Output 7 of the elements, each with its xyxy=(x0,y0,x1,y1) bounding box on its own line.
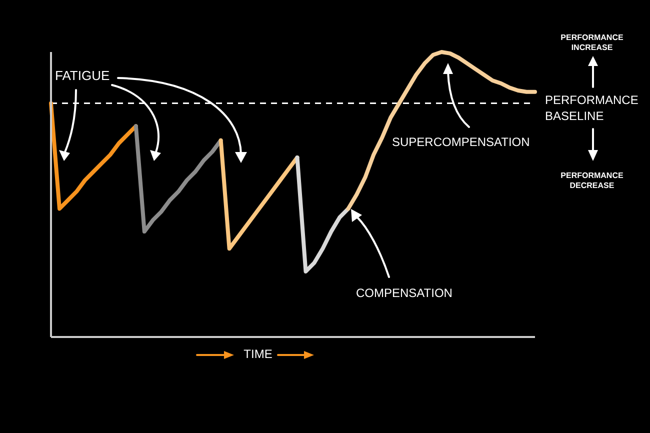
annotation: COMPENSATION xyxy=(356,286,454,300)
text: PERFORMANCE INCREASE xyxy=(560,33,624,53)
annotation: FATIGUE xyxy=(55,68,111,83)
ref-line-label: PERFORMANCE BASELINE xyxy=(545,92,640,124)
annotation: SUPERCOMPENSATION xyxy=(392,135,531,149)
x-axis-title: TIME xyxy=(242,347,274,361)
text: PERFORMANCE DECREASE xyxy=(560,171,624,191)
